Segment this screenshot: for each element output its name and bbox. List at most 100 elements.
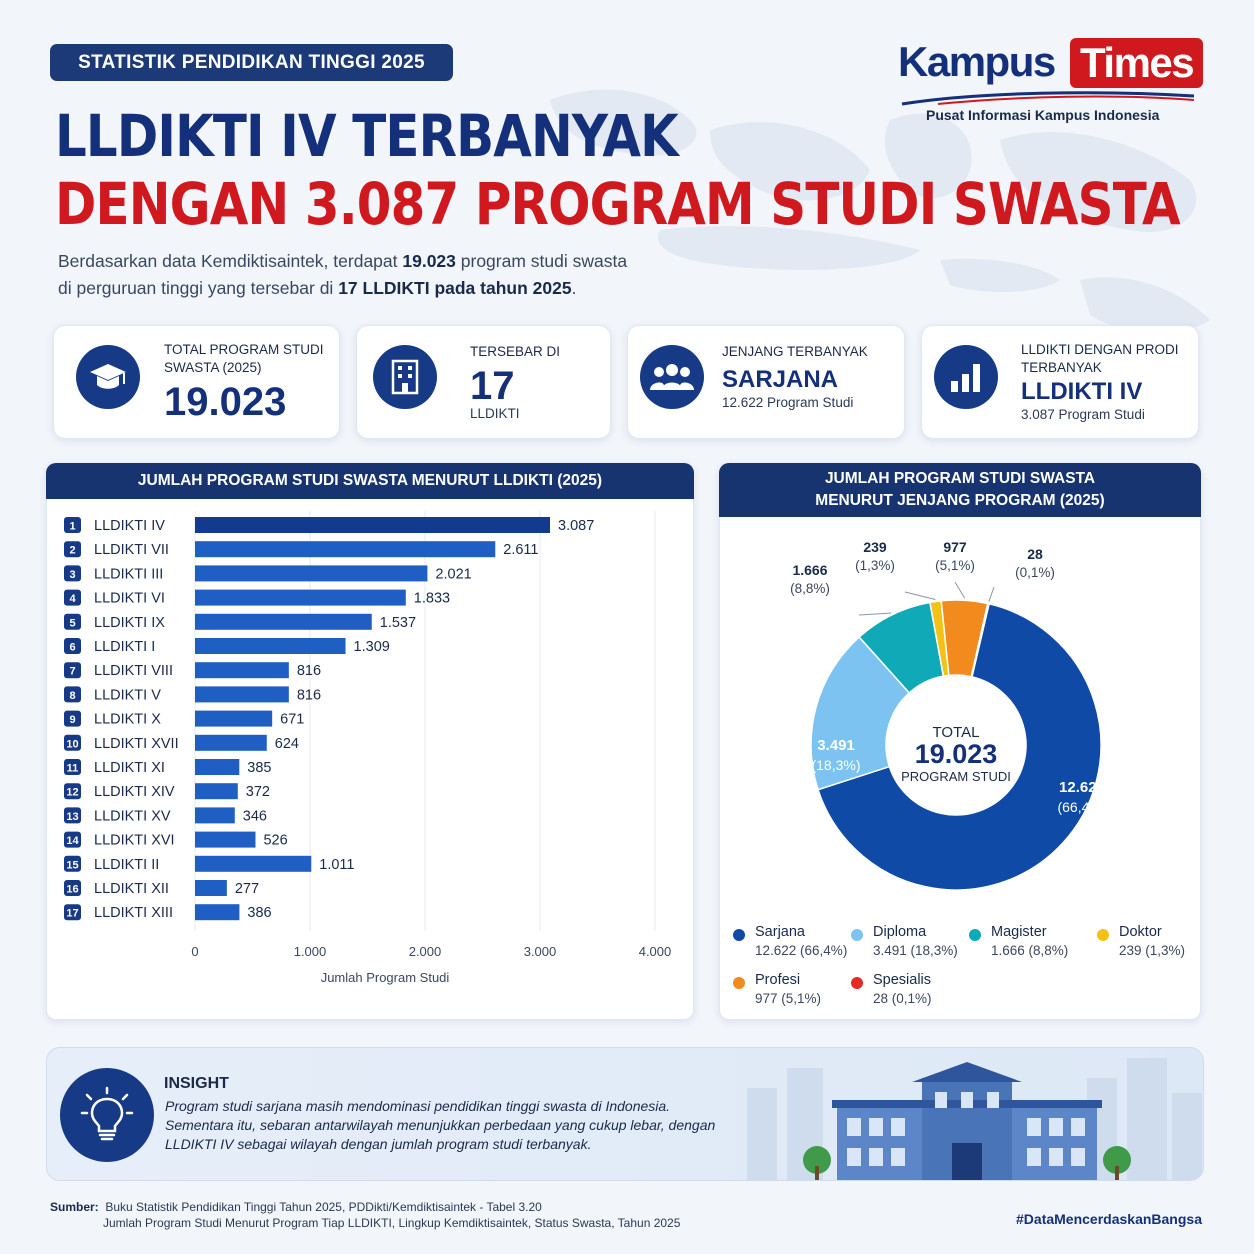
center-label-top: TOTAL	[933, 724, 980, 741]
kpi-value: 19.023	[164, 380, 287, 424]
value-label: 3.087	[558, 518, 594, 534]
donut-slice	[970, 602, 990, 678]
rank-badge	[64, 589, 81, 606]
kpi-value: SARJANA	[722, 366, 839, 393]
bar-chart: 0 1.000 2.000 3.000 4.000 Jumlah Program Stud…	[64, 511, 672, 985]
kpi-card-lldikti-count: TERSEBAR DI 17 LLDIKTI	[356, 325, 611, 439]
bar	[195, 783, 238, 800]
x-tick-label: 0	[191, 944, 198, 959]
bar	[195, 759, 240, 775]
value-label: 816	[297, 663, 321, 679]
value-label: 2.611	[503, 542, 538, 558]
rank-badge	[64, 855, 81, 872]
value-label: 1.309	[354, 639, 390, 655]
bar	[195, 904, 240, 921]
legend-name: Sarjana	[755, 924, 806, 940]
legend-marker	[1097, 929, 1109, 941]
category-label: LLDIKTI XV	[94, 808, 171, 824]
legend-value: 3.491 (18,3%)	[873, 943, 958, 958]
rank-number: 3	[69, 569, 75, 581]
legend-name: Doktor	[1119, 924, 1162, 940]
x-tick-label: 3.000	[524, 944, 557, 959]
bar	[195, 638, 346, 654]
category-label: LLDIKTI VIII	[94, 663, 173, 679]
logo-word-kampus: Kampus	[898, 38, 1056, 85]
category-label: LLDIKTI XII	[94, 881, 169, 897]
bar	[195, 710, 273, 727]
value-label: 2.021	[435, 566, 471, 582]
kpi-card-top-lldikti: LLDIKTI DENGAN PRODI TERBANYAK LLDIKTI I…	[921, 325, 1199, 439]
bar	[195, 613, 372, 630]
value-label: 1.833	[414, 591, 450, 607]
headline-line-1: LLDIKTI IV TERBANYAK	[55, 102, 679, 170]
category-label: LLDIKTI VII	[94, 542, 169, 558]
category-label: LLDIKTI II	[94, 857, 159, 873]
indonesia-map-background	[550, 89, 1210, 333]
bar-chart-icon	[934, 345, 998, 409]
logo-word-times: Times	[1070, 38, 1204, 88]
kpi-sub: 3.087 Program Studi	[1021, 407, 1145, 422]
leader-line	[904, 591, 936, 600]
legend-marker	[851, 977, 863, 989]
bar	[195, 565, 428, 582]
x-tick-label: 4.000	[639, 944, 672, 959]
insight-title: INSIGHT	[164, 1075, 229, 1092]
slice-value-label: 239	[863, 539, 887, 555]
bar	[195, 589, 406, 606]
rank-badge	[64, 904, 81, 921]
building-icon	[373, 345, 437, 409]
value-label: 386	[247, 905, 271, 921]
logo-tagline: Pusat Informasi Kampus Indonesia	[926, 107, 1160, 123]
bar	[195, 855, 312, 872]
category-label: LLDIKTI XIII	[94, 905, 173, 921]
kpi-label: LLDIKTI DENGAN PRODI TERBANYAK	[1021, 342, 1179, 375]
rank-badge	[64, 517, 81, 533]
kpi-sub: LLDIKTI	[470, 406, 520, 421]
slice-value-label: 28	[1027, 546, 1043, 562]
leader-line	[858, 612, 892, 616]
lede-paragraph: Berdasarkan data Kemdiktisaintek, terdap…	[58, 251, 628, 298]
rank-number: 6	[69, 642, 75, 654]
category-label: LLDIKTI XIV	[94, 784, 175, 800]
x-tick-label: 1.000	[294, 944, 327, 959]
kpi-label: TOTAL PROGRAM STUDI SWASTA (2025)	[164, 342, 324, 375]
kpi-value: 17	[470, 364, 515, 408]
donut-slice	[810, 636, 911, 791]
slice-pct-label: (0,1%)	[1015, 565, 1055, 580]
rank-number: 9	[69, 714, 75, 726]
category-label: LLDIKTI I	[94, 639, 155, 655]
insight-text: Program studi sarjana masih mendominasi …	[165, 1098, 716, 1152]
slice-value-label: 977	[943, 539, 967, 555]
legend-value: 28 (0,1%)	[873, 991, 932, 1006]
bar	[195, 734, 267, 751]
rank-number: 17	[66, 908, 78, 920]
center-value: 19.023	[915, 739, 998, 769]
category-label: LLDIKTI XI	[94, 760, 165, 776]
kpi-value: LLDIKTI IV	[1021, 378, 1143, 405]
donut-hole	[887, 676, 1025, 814]
value-label: 385	[247, 760, 271, 776]
hashtag: #DataMencerdaskanBangsa	[1016, 1211, 1202, 1227]
slice-pct-label: (18,3%)	[811, 757, 860, 773]
legend-marker	[969, 929, 981, 941]
slice-value-label: 1.666	[792, 562, 827, 578]
legend-value: 1.666 (8,8%)	[991, 943, 1068, 958]
leader-line	[988, 586, 995, 602]
legend-value: 12.622 (66,4%)	[755, 943, 847, 958]
rank-badge	[64, 662, 81, 679]
value-label: 346	[243, 808, 267, 824]
rank-badge	[64, 686, 81, 703]
rank-badge	[64, 638, 81, 654]
bar	[195, 662, 289, 679]
rank-badge	[64, 613, 81, 630]
bar	[195, 880, 227, 896]
rank-number: 5	[69, 617, 75, 629]
value-label: 1.537	[380, 615, 416, 631]
legend-name: Magister	[991, 924, 1047, 940]
kpi-card-top-level: JENJANG TERBANYAK SARJANA 12.622 Program…	[627, 325, 905, 439]
rank-number: 8	[69, 690, 75, 702]
rank-number: 1	[69, 521, 75, 533]
rank-badge	[64, 541, 81, 558]
category-label: LLDIKTI VI	[94, 591, 165, 607]
